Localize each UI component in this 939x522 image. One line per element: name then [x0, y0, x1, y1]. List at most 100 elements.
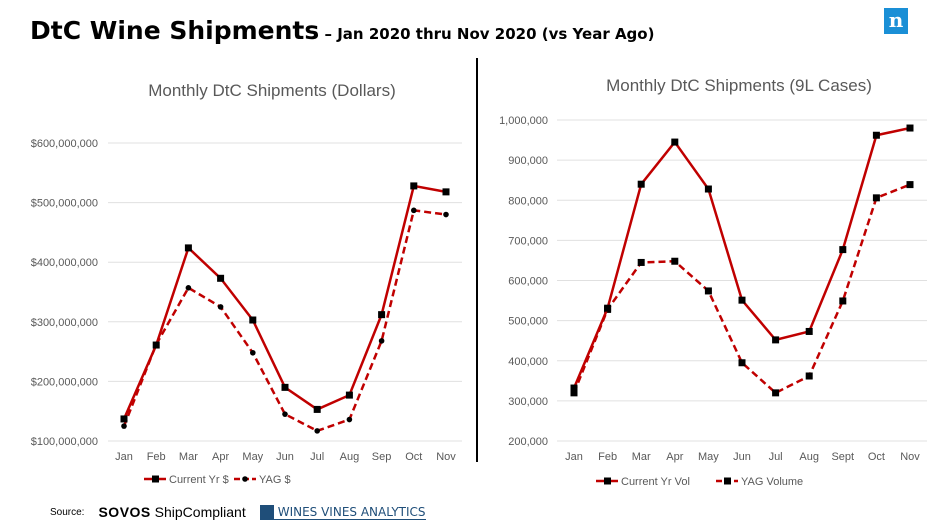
data-point	[805, 327, 813, 335]
data-point	[217, 304, 224, 310]
data-point	[249, 316, 257, 324]
x-tick-label: Sep	[372, 451, 392, 463]
data-point	[704, 185, 712, 193]
legend-marker	[604, 477, 611, 485]
data-point	[314, 428, 321, 434]
data-point	[411, 207, 417, 214]
data-point	[281, 383, 289, 391]
data-point	[772, 336, 780, 344]
source: Source: SOVOS ShipCompliant WINES VINES …	[50, 504, 426, 520]
nielsen-logo: n	[884, 8, 908, 34]
data-point	[805, 372, 813, 380]
data-point	[839, 246, 847, 254]
y-tick-label: $300,000,000	[31, 317, 98, 329]
series-line	[122, 208, 447, 433]
x-tick-label: Sept	[831, 451, 854, 463]
data-point	[185, 285, 192, 291]
series-line	[572, 183, 911, 395]
x-tick-label: Nov	[900, 451, 920, 463]
data-point	[604, 304, 612, 312]
data-point	[906, 124, 914, 132]
x-tick-label: Oct	[868, 451, 885, 463]
x-tick-label: Nov	[436, 451, 456, 463]
page-title: DtC Wine Shipments – Jan 2020 thru Nov 2…	[30, 16, 654, 45]
title-sub: – Jan 2020 thru Nov 2020 (vs Year Ago)	[319, 25, 655, 43]
data-point	[772, 389, 780, 397]
y-tick-label: 800,000	[508, 195, 548, 207]
y-tick-label: 300,000	[508, 396, 548, 408]
legend-label: Current Yr Vol	[621, 476, 690, 488]
y-tick-label: 500,000	[508, 316, 548, 328]
chart-title: Monthly DtC Shipments (9L Cases)	[606, 76, 872, 95]
y-tick-label: 700,000	[508, 235, 548, 247]
data-point	[704, 287, 712, 295]
data-point	[217, 274, 225, 282]
x-tick-label: Aug	[799, 451, 819, 463]
y-tick-label: 1,000,000	[499, 115, 548, 127]
legend-marker	[724, 477, 731, 485]
data-point	[570, 389, 578, 397]
y-tick-label: 400,000	[508, 356, 548, 368]
x-tick-label: Jan	[565, 451, 583, 463]
x-tick-label: Jun	[276, 451, 294, 463]
sovos-logo: SOVOS ShipCompliant	[98, 504, 246, 520]
x-tick-label: Mar	[179, 451, 198, 463]
chart-title: Monthly DtC Shipments (Dollars)	[148, 81, 396, 100]
y-tick-label: 900,000	[508, 155, 548, 167]
data-point	[378, 338, 385, 344]
series-line	[572, 126, 911, 389]
y-tick-label: $400,000,000	[31, 257, 98, 269]
title-main: DtC Wine Shipments	[30, 16, 320, 45]
x-tick-label: Jun	[733, 451, 751, 463]
y-tick-label: $100,000,000	[31, 436, 98, 448]
data-point	[346, 416, 353, 423]
y-tick-label: $500,000,000	[31, 198, 98, 210]
y-tick-label: 200,000	[508, 436, 548, 448]
x-tick-label: May	[242, 451, 263, 463]
source-label: Source:	[50, 506, 85, 518]
data-point	[152, 341, 160, 349]
wines-vines-logo: WINES VINES ANALYTICS	[259, 504, 426, 520]
data-point	[906, 181, 914, 189]
x-tick-label: Mar	[632, 451, 651, 463]
legend-marker	[242, 476, 248, 482]
x-tick-label: Jul	[769, 451, 783, 463]
legend-marker	[152, 475, 159, 483]
data-point	[872, 131, 880, 139]
x-tick-label: Aug	[340, 451, 360, 463]
legend-label: YAG $	[259, 474, 291, 486]
y-tick-label: $600,000,000	[31, 138, 98, 150]
x-tick-label: Oct	[405, 451, 422, 463]
x-tick-label: Apr	[212, 451, 229, 463]
x-tick-label: Jan	[115, 451, 133, 463]
data-point	[313, 405, 321, 413]
x-tick-label: Jul	[310, 451, 324, 463]
legend-label: Current Yr $	[169, 474, 229, 486]
divider	[476, 58, 478, 462]
data-point	[184, 244, 192, 252]
data-point	[570, 384, 578, 392]
data-point	[378, 311, 386, 319]
data-point	[872, 194, 880, 202]
data-point	[637, 258, 645, 266]
data-point	[120, 415, 128, 423]
x-tick-label: Feb	[598, 451, 617, 463]
bar-chart-icon	[259, 504, 274, 519]
data-point	[443, 211, 449, 218]
data-point	[345, 391, 353, 399]
data-point	[637, 180, 645, 188]
data-point	[738, 359, 746, 367]
x-tick-label: Feb	[147, 451, 166, 463]
y-tick-label: 600,000	[508, 276, 548, 288]
x-tick-label: Apr	[666, 451, 683, 463]
data-point	[442, 188, 450, 196]
y-tick-label: $200,000,000	[31, 376, 98, 388]
data-point	[671, 138, 679, 146]
data-point	[250, 349, 256, 356]
legend-label: YAG Volume	[741, 476, 803, 488]
data-point	[671, 257, 679, 265]
data-point	[839, 297, 847, 305]
data-point	[410, 182, 418, 190]
data-point	[121, 423, 127, 429]
